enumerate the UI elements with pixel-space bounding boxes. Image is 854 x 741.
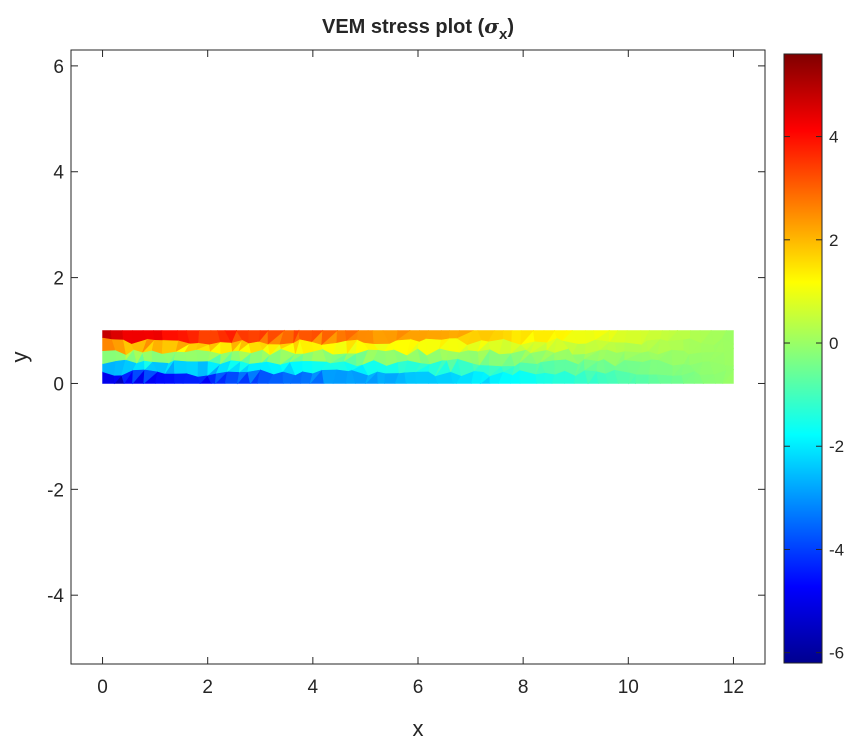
x-tick-label-5: 10: [618, 677, 639, 698]
mesh-cell-335: [624, 330, 642, 345]
colorbar-ticks: -6 -4 -2 0 2 4: [784, 128, 844, 663]
mesh-cell-349: [646, 330, 663, 341]
mesh-cell-359: [671, 349, 685, 366]
mesh-cell-228: [456, 330, 474, 339]
x-axis-label: x: [413, 716, 424, 741]
mesh-cell-270: [535, 372, 546, 384]
colorbar-tick-label-4: 2: [829, 231, 838, 250]
x-tick-label-3: 6: [413, 677, 424, 698]
mesh-cell-295: [562, 330, 573, 341]
mesh-cell-100: [248, 330, 261, 344]
mesh-cell-316: [593, 330, 611, 340]
y-tick-label-5: 6: [53, 57, 64, 78]
mesh-cell-44: [161, 330, 180, 341]
y-tick-label-1: -2: [47, 480, 64, 501]
colorbar: [783, 53, 823, 664]
mesh-cell-198: [415, 371, 430, 384]
mesh-cell-4: [102, 330, 113, 340]
y-tick-label-4: 4: [53, 163, 64, 184]
mesh-cell-143: [311, 330, 324, 343]
mesh-cell-108: [258, 330, 269, 343]
mesh-cell-384: [699, 330, 712, 344]
mesh-cell-58: [197, 360, 209, 377]
mesh-cell-191: [396, 330, 411, 341]
mesh-cell-47: [173, 351, 188, 362]
mesh-cell-284: [543, 330, 556, 343]
x-tick-label-6: 12: [723, 677, 744, 698]
x-tick-label-2: 4: [308, 677, 319, 698]
y-axis-label: y: [7, 352, 32, 363]
mesh-cell-85: [224, 330, 237, 344]
x-tick-label-4: 8: [518, 677, 529, 698]
mesh-cell-10: [110, 330, 124, 340]
mesh-cell-38: [164, 373, 175, 384]
chart-title-subscript: x: [499, 26, 508, 43]
stress-mesh: [102, 329, 735, 385]
mesh-cell-115: [267, 330, 285, 345]
mesh-cell-133: [302, 360, 314, 374]
mesh-cell-131: [293, 330, 300, 343]
y-tick-label-0: -4: [47, 586, 64, 607]
colorbar-tick-label-0: -6: [829, 644, 844, 663]
y-axis-ticks: -4 -2 0 2 4 6: [47, 57, 765, 607]
mesh-cell-37: [152, 330, 164, 341]
mesh-cell-155: [336, 330, 347, 344]
y-tick-label-2: 0: [53, 374, 64, 395]
colorbar-tick-label-3: 0: [829, 334, 838, 353]
mesh-cell-149: [321, 330, 339, 346]
colorbar-tick-label-1: -4: [829, 540, 844, 559]
chart-title: VEM stress plot (σx): [322, 14, 514, 43]
mesh-cell-192: [404, 371, 417, 384]
mesh-cell-342: [640, 330, 650, 346]
x-tick-label-0: 0: [97, 677, 108, 698]
mesh-cell-362: [667, 330, 679, 342]
chart-title-main: VEM stress plot (: [322, 16, 485, 38]
mesh-cell-327: [614, 341, 626, 353]
x-tick-label-1: 2: [202, 677, 213, 698]
mesh-cell-322: [608, 330, 619, 343]
mesh-cell-399: [722, 330, 734, 345]
mesh-cell-62: [198, 330, 212, 345]
mesh-cell-208: [425, 330, 442, 340]
chart-title-close: ): [507, 16, 514, 38]
colorbar-tick-label-2: -2: [829, 437, 844, 456]
colorbar-tick-label-5: 4: [829, 128, 838, 147]
mesh-cell-261: [511, 330, 522, 345]
x-axis-ticks: 0 2 4 6 8 10 12: [97, 50, 744, 698]
mesh-cell-78: [224, 371, 240, 384]
mesh-cell-215: [440, 330, 450, 340]
mesh-cell-46: [173, 359, 188, 374]
mesh-cell-176: [377, 370, 386, 384]
mesh-cell-269: [520, 330, 534, 346]
chart-title-symbol: σ: [484, 14, 499, 38]
y-tick-label-3: 2: [53, 269, 64, 290]
mesh-cell-163: [344, 330, 360, 341]
